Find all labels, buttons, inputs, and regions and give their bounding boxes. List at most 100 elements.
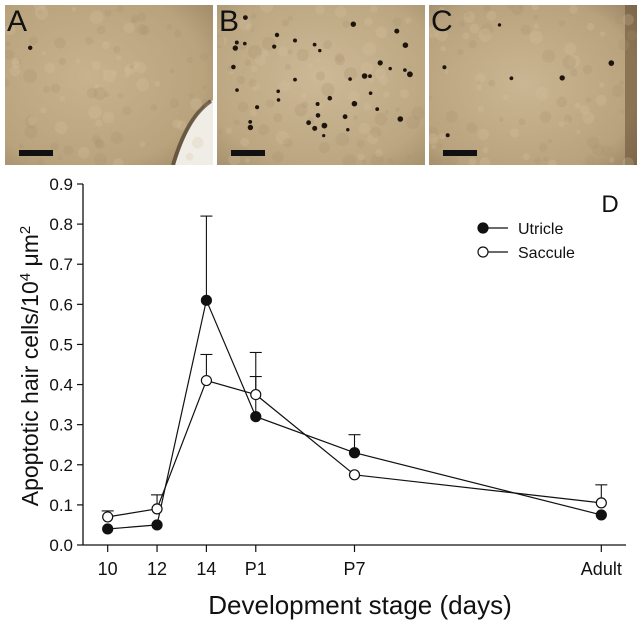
tissue-texture <box>287 49 293 55</box>
tissue-texture <box>301 101 309 108</box>
tissue-texture <box>384 110 389 115</box>
tissue-texture <box>543 156 549 162</box>
tissue-texture <box>34 6 49 20</box>
tissue-texture <box>259 5 274 13</box>
tissue-texture <box>370 153 384 165</box>
tissue-texture <box>335 52 345 63</box>
tissue-texture <box>595 94 607 106</box>
apoptotic-cell-dot <box>402 42 409 48</box>
tissue-texture <box>488 79 496 87</box>
apoptotic-cell-dot <box>315 113 321 118</box>
tissue-texture <box>406 155 411 159</box>
tissue-texture <box>548 159 557 165</box>
tissue-texture <box>261 36 276 51</box>
panel-letter-a: A <box>7 5 28 38</box>
data-point-saccule <box>200 374 213 387</box>
tissue-texture <box>622 13 634 26</box>
tissue-texture <box>58 156 63 160</box>
apoptotic-cell-dot <box>306 120 311 126</box>
tissue-texture <box>188 93 194 99</box>
tissue-texture <box>104 9 112 17</box>
tissue-texture <box>375 26 388 39</box>
tissue-texture <box>272 151 284 163</box>
tissue-texture <box>174 29 182 38</box>
tissue-texture <box>113 45 121 54</box>
panel-letter-b: B <box>219 5 240 38</box>
tissue-texture <box>316 56 322 62</box>
tissue-texture <box>236 75 245 85</box>
chart-marks <box>101 215 608 535</box>
tissue-texture <box>134 61 147 74</box>
tissue-texture <box>459 21 465 27</box>
tissue-texture <box>95 119 103 127</box>
apoptotic-cell-dot <box>346 128 350 132</box>
tissue-texture <box>318 103 324 109</box>
tissue-texture <box>483 5 491 12</box>
tissue-texture <box>287 15 293 21</box>
tissue-texture <box>71 7 77 12</box>
y-axis-label-main: Apoptotic hair cells/10 <box>17 281 43 506</box>
tissue-texture <box>225 127 233 135</box>
tissue-texture <box>529 30 543 44</box>
tissue-texture <box>139 141 146 148</box>
tissue-texture <box>387 158 394 164</box>
x-tick-label: P1 <box>245 559 267 579</box>
tissue-texture <box>481 23 494 36</box>
series-line-utricle <box>107 298 602 530</box>
data-point-utricle <box>250 411 262 423</box>
tissue-texture <box>475 72 486 84</box>
tissue-texture <box>63 145 74 156</box>
tissue-texture <box>576 129 581 134</box>
tissue-texture <box>169 68 175 74</box>
tissue-texture <box>627 30 637 41</box>
tissue-texture <box>88 105 102 120</box>
apoptotic-cell-dot <box>243 15 248 20</box>
tissue-texture <box>28 115 38 126</box>
tissue-texture <box>190 98 203 111</box>
tissue-texture <box>199 52 208 62</box>
tissue-texture <box>405 17 412 24</box>
tissue-texture <box>124 63 137 76</box>
tissue-texture <box>85 36 94 45</box>
tissue-texture <box>95 139 105 150</box>
scale-bar-b <box>231 150 265 156</box>
tissue-texture <box>150 104 158 111</box>
tissue-texture <box>130 14 139 23</box>
tissue-texture <box>154 80 161 87</box>
tissue-texture <box>542 49 556 63</box>
y-tick-label: 0.4 <box>49 376 73 395</box>
tissue-texture <box>357 153 365 161</box>
y-axis-label-sup2: 2 <box>17 226 34 234</box>
tissue-texture <box>370 5 378 13</box>
tissue-texture <box>9 65 21 77</box>
tissue-texture <box>124 67 131 75</box>
chart-legend: Utricle Saccule <box>477 221 575 262</box>
tissue-texture <box>579 104 590 115</box>
apoptotic-cell-dot <box>403 68 407 72</box>
tissue-texture <box>201 98 209 107</box>
panel-letter-c: C <box>431 5 453 38</box>
tissue-texture <box>462 32 470 39</box>
apoptotic-cell-dot <box>322 134 326 138</box>
tissue-texture <box>258 124 270 136</box>
tissue-texture <box>383 91 390 99</box>
legend-label: Utricle <box>518 221 563 238</box>
apoptotic-cell-dot <box>318 48 322 53</box>
apoptotic-cell-dot <box>397 116 404 122</box>
tissue-texture <box>592 144 605 156</box>
tissue-texture <box>140 25 150 36</box>
tissue-texture <box>116 5 124 13</box>
tissue-texture <box>599 31 606 37</box>
tissue-texture <box>334 6 347 18</box>
panel-letter-d: D <box>601 191 618 218</box>
data-point-utricle <box>200 294 213 306</box>
tissue-texture <box>429 26 439 39</box>
apoptotic-cell-dot <box>348 77 352 81</box>
tissue-texture <box>585 154 596 165</box>
tissue-texture <box>587 136 600 149</box>
micrograph-a-image <box>5 5 213 165</box>
tissue-texture <box>24 125 38 139</box>
tissue-texture <box>429 126 439 138</box>
tissue-texture <box>343 67 358 81</box>
tissue-texture <box>169 98 180 109</box>
